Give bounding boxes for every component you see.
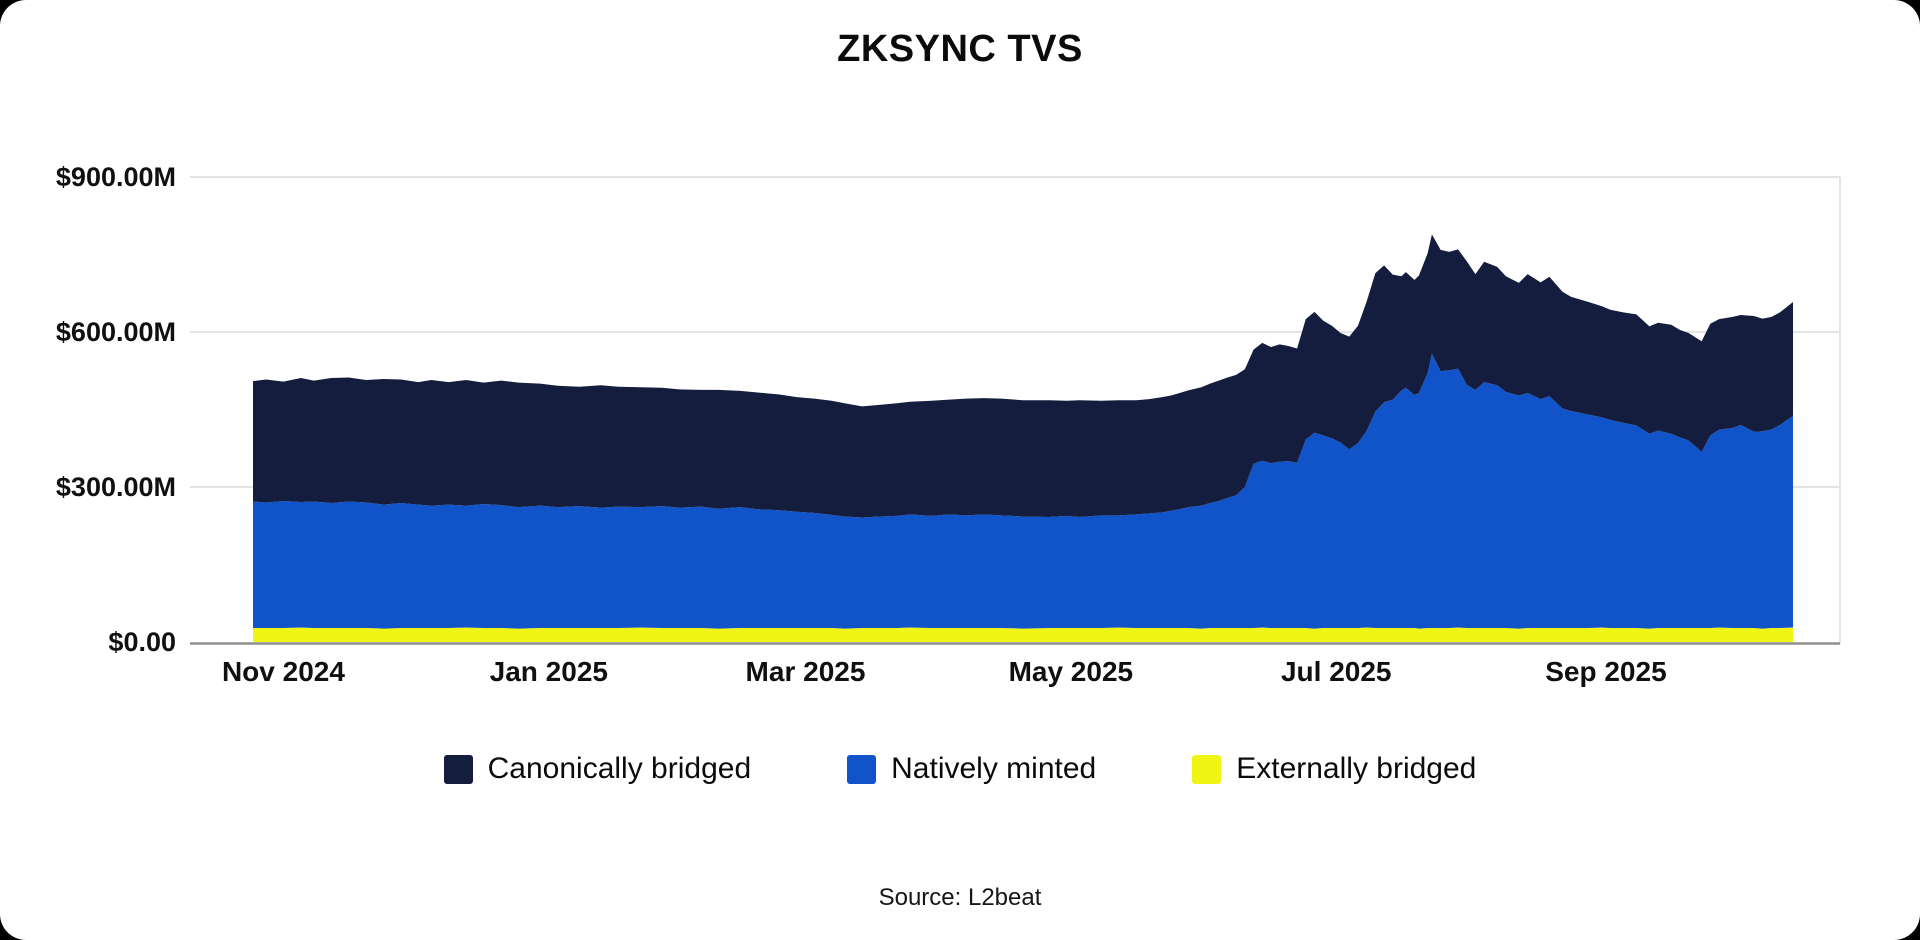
y-axis-tick-label: $900.00M: [55, 162, 176, 192]
legend-label: Externally bridged: [1236, 752, 1477, 785]
x-axis-tick-label: May 2025: [1008, 656, 1134, 687]
x-axis-tick-label: Sep 2025: [1545, 656, 1667, 687]
x-axis-tick-label: Mar 2025: [745, 656, 866, 687]
legend-item-externally-bridged[interactable]: Externally bridged: [1192, 752, 1476, 786]
source-attribution: Source: L2beat: [878, 884, 1042, 911]
area-externally-bridged[interactable]: [253, 627, 1793, 642]
x-axis-tick-label: Nov 2024: [221, 656, 345, 687]
legend-label: Canonically bridged: [487, 752, 752, 785]
area-canonically-bridged[interactable]: [253, 234, 1793, 518]
legend-item-canonically-bridged[interactable]: Canonically bridged: [443, 752, 752, 786]
y-axis-tick-label: $600.00M: [55, 317, 176, 347]
page-title: ZKSYNC TVS: [837, 28, 1083, 70]
legend: Canonically bridged Natively minted Exte…: [0, 752, 1920, 786]
x-axis-tick-label: Jul 2025: [1280, 656, 1392, 687]
y-axis-tick-label: $300.00M: [55, 472, 176, 502]
legend-swatch-canonically-bridged-icon: [443, 754, 473, 784]
legend-label: Natively minted: [891, 752, 1097, 785]
legend-item-natively-minted[interactable]: Natively minted: [847, 752, 1096, 786]
area-natively-minted[interactable]: [253, 353, 1793, 629]
legend-swatch-externally-bridged-icon: [1192, 754, 1222, 784]
y-axis-tick-label: $0.00: [108, 627, 176, 657]
x-axis-tick-label: Jan 2025: [489, 656, 608, 687]
legend-swatch-natively-minted-icon: [847, 754, 877, 784]
